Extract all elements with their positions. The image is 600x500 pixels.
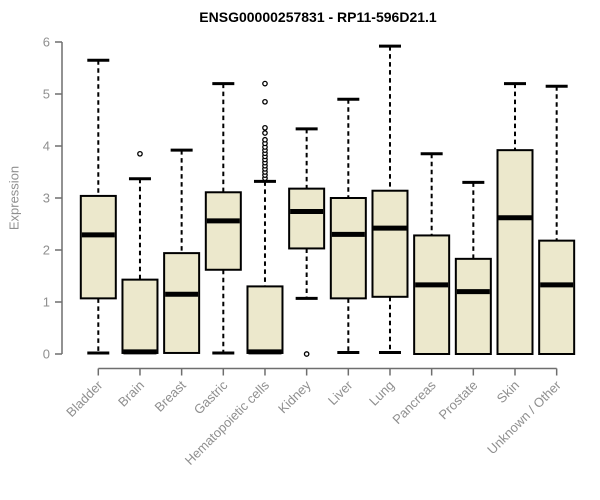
x-tick-label: Bladder — [63, 377, 106, 420]
iqr-box — [204, 191, 242, 271]
box-hematopoietic-cells — [246, 80, 284, 355]
x-tick-label: Pancreas — [389, 377, 439, 427]
box-gastric — [204, 82, 242, 355]
y-tick-label: 0 — [43, 347, 50, 362]
box-kidney — [288, 127, 326, 357]
box-liver — [329, 97, 367, 354]
outlier-point — [262, 130, 268, 136]
outlier-point — [262, 98, 268, 105]
y-tick-label: 5 — [43, 87, 50, 102]
box-unknown-other — [538, 84, 576, 355]
iqr-box — [454, 257, 492, 355]
y-tick-label: 2 — [43, 243, 50, 258]
outlier-point — [303, 351, 310, 357]
x-tick-label: Breast — [152, 377, 189, 414]
x-tick-label: Gastric — [191, 377, 231, 417]
box-prostate — [454, 180, 492, 355]
iqr-box — [329, 197, 367, 300]
x-tick-label: Liver — [325, 377, 356, 408]
iqr-box — [413, 234, 451, 355]
x-tick-label: Lung — [366, 378, 397, 409]
box-breast — [163, 148, 201, 354]
y-tick-label: 6 — [43, 35, 50, 50]
iqr-box — [496, 149, 534, 355]
x-tick-label: Kidney — [275, 377, 314, 416]
outlier-point — [137, 150, 143, 157]
iqr-box — [121, 278, 159, 354]
box-pancreas — [413, 152, 451, 355]
iqr-box — [246, 285, 284, 354]
iqr-box — [371, 189, 409, 298]
x-tick-label: Prostate — [436, 378, 481, 423]
chart-title: ENSG00000257831 - RP11-596D21.1 — [199, 9, 437, 25]
y-tick-label: 3 — [43, 191, 50, 206]
y-tick-label: 1 — [43, 295, 50, 310]
iqr-box — [79, 194, 117, 300]
iqr-box — [163, 252, 201, 354]
iqr-box — [288, 187, 326, 250]
outlier-point — [262, 124, 268, 131]
box-skin — [496, 82, 534, 355]
x-tick-label: Brain — [115, 378, 147, 410]
x-tick-label: Unknown / Other — [484, 377, 564, 457]
box-brain — [121, 150, 159, 355]
y-tick-label: 4 — [43, 139, 50, 154]
box-bladder — [79, 58, 117, 355]
x-tick-label: Skin — [494, 378, 522, 406]
outlier-point — [262, 136, 268, 143]
box-lung — [371, 44, 409, 354]
iqr-box — [538, 239, 576, 355]
outlier-point — [262, 80, 268, 87]
